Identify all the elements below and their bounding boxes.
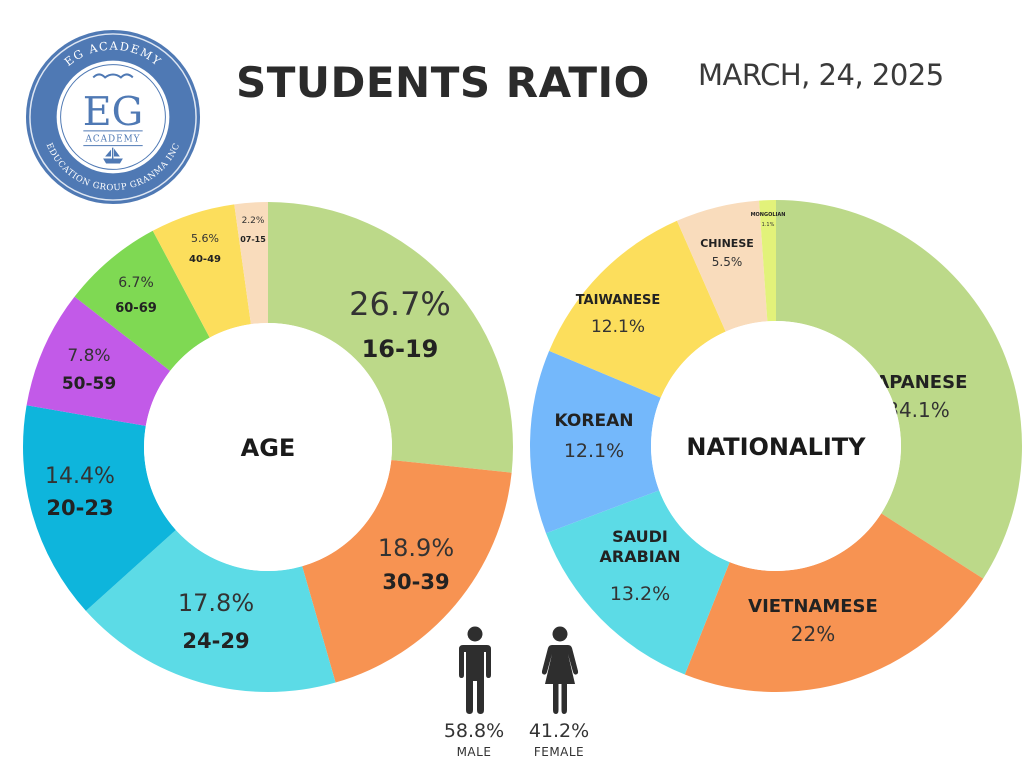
slice-label: 20-23: [46, 496, 113, 520]
slice-40-49: [152, 204, 251, 338]
age-donut-chart: 26.7% 16-19 18.9% 30-39 17.8% 24-29 14.4% 20-23…: [22, 202, 513, 692]
logo-sub-text: ACADEMY: [84, 135, 140, 145]
slice-label: VIETNAMESE: [748, 596, 878, 617]
donut-center-label: AGE: [241, 434, 296, 462]
male-percentage: 58.8%: [443, 720, 505, 742]
slice-label: CHINESE: [700, 237, 754, 250]
slice-label: MONGOLIAN: [751, 212, 786, 218]
male-figure-icon: [459, 626, 491, 714]
slice-chinese: [676, 200, 768, 332]
slice-label: 40-49: [189, 254, 221, 265]
slice-20-23: [22, 405, 176, 611]
slice-label: JAPANESE: [867, 372, 968, 393]
slice-label: 07-15: [240, 235, 266, 244]
slice-taiwanese: [549, 220, 726, 398]
slice-label: 60-69: [115, 301, 157, 316]
slice-value: 6.7%: [118, 275, 154, 291]
slice-value: 5.6%: [191, 232, 219, 245]
female-percentage: 41.2%: [528, 720, 590, 742]
slice-label: 24-29: [182, 629, 249, 653]
slice-07-15: [234, 202, 268, 325]
female-figure-icon: [541, 626, 579, 714]
slice-label: 30-39: [382, 570, 449, 594]
slice-vietnamese: [684, 513, 984, 692]
slice-value: 13.2%: [610, 583, 670, 605]
slice-japanese: [776, 200, 1022, 579]
eg-academy-logo: EG ACADEMY EDUCATION GROUP GRANMA INC EG…: [25, 29, 201, 205]
slice-value: 7.8%: [67, 346, 110, 366]
slice-value: 26.7%: [349, 285, 451, 323]
slice-50-59: [26, 296, 171, 426]
male-label: MALE: [456, 745, 492, 759]
slice-value: 22%: [791, 622, 835, 646]
female-label: FEMALE: [533, 745, 585, 759]
slice-24-29: [85, 529, 336, 692]
slice-value: 5.5%: [712, 255, 743, 269]
slice-value: 18.9%: [378, 534, 454, 562]
slice-30-39: [302, 460, 512, 683]
slice-value: 12.1%: [564, 440, 624, 462]
slice-16-19: [268, 202, 513, 473]
slice-label: SAUDI ARABIAN: [599, 527, 680, 566]
slice-value: 17.8%: [178, 589, 254, 617]
report-date: MARCH, 24, 2025: [698, 58, 944, 92]
slice-saudi-arabian: [545, 490, 730, 675]
slice-value: 12.1%: [591, 317, 645, 337]
slice-mongolian: [759, 200, 776, 322]
slice-label: 50-59: [62, 374, 116, 394]
slice-value: 14.4%: [45, 464, 115, 489]
logo-monogram: EG: [83, 89, 143, 135]
slice-label: 16-19: [362, 335, 439, 363]
page-title: STUDENTS RATIO: [236, 58, 650, 107]
slice-label: TAIWANESE: [576, 293, 661, 308]
slice-label: KOREAN: [555, 411, 634, 431]
slice-60-69: [74, 230, 210, 371]
slice-value: 1.1%: [762, 222, 775, 228]
slice-value: 2.2%: [242, 216, 265, 226]
donut-center-label: NATIONALITY: [686, 433, 866, 461]
slice-korean: [530, 350, 661, 534]
